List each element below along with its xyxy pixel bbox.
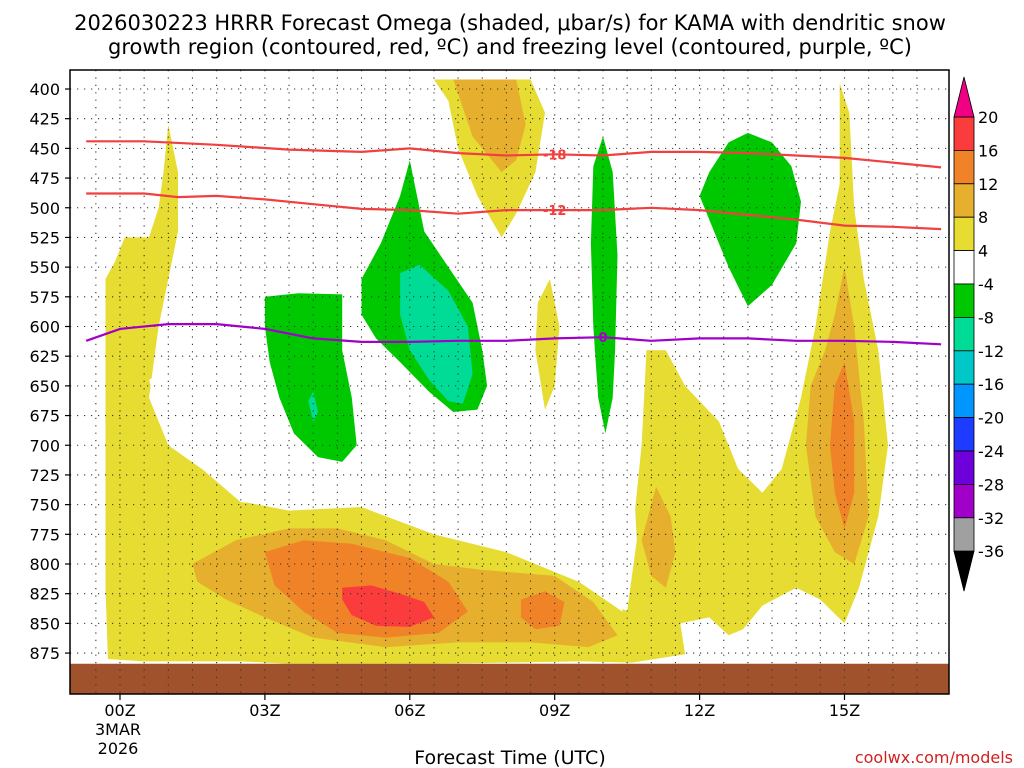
colorbar-label-6: -8: [978, 308, 994, 327]
colorbar-label-8: -16: [978, 375, 1004, 394]
x-tick-label-03Z: 03Z: [249, 701, 280, 720]
colorbar-label-0: 20: [978, 108, 998, 127]
dendritic-growth-bottom-label: -12: [543, 204, 567, 219]
dendritic-growth-top-label: -18: [543, 148, 567, 163]
colorbar-label-10: -24: [978, 442, 1004, 461]
colorbar-bin-12: [953, 517, 975, 552]
omega-region-16: [400, 264, 473, 404]
colorbar-label-11: -28: [978, 475, 1004, 494]
x-tick-label-06Z: 06Z: [394, 701, 425, 720]
freezing-level-label: 0: [598, 331, 607, 346]
y-tick-label-725: 725: [29, 466, 60, 485]
x-tick-label-09Z: 09Z: [539, 701, 570, 720]
y-axis: 400 425 450 475 500 525 550 575 600 625 650 675 700 7…: [29, 80, 70, 663]
y-tick-label-800: 800: [29, 555, 60, 574]
x-tick-label-12Z: 12Z: [684, 701, 715, 720]
colorbar-label-3: 8: [978, 208, 988, 227]
y-tick-label-850: 850: [29, 614, 60, 633]
colorbar-bin-7: [953, 350, 975, 385]
y-tick-label-575: 575: [29, 288, 60, 307]
colorbar-label-5: -4: [978, 275, 994, 294]
colorbar-bin-0: [953, 116, 975, 151]
colorbar-bin-4: [953, 250, 975, 285]
colorbar-bin-3: [953, 216, 975, 251]
y-tick-label-450: 450: [29, 139, 60, 158]
y-tick-label-625: 625: [29, 347, 60, 366]
x-axis-label: Forecast Time (UTC): [414, 747, 605, 768]
y-tick-label-600: 600: [29, 318, 60, 337]
y-tick-label-525: 525: [29, 228, 60, 247]
y-tick-label-500: 500: [29, 199, 60, 218]
colorbar-label-7: -12: [978, 342, 1004, 361]
colorbar-label-12: -32: [978, 509, 1004, 528]
omega-region-15: [699, 132, 801, 307]
colorbar-bin-1: [953, 149, 975, 185]
omega-region-6: [641, 486, 676, 588]
chart-title-line2: growth region (contoured, red, ºC) and f…: [108, 35, 912, 59]
colorbar-bin-11: [953, 483, 975, 519]
colorbar: 20 16 12 8 4 -4 -8 -12 -16 -20 -24 -28 -32 -36: [953, 76, 1004, 592]
colorbar-top-arrow: [953, 76, 975, 118]
y-tick-label-875: 875: [29, 644, 60, 663]
y-tick-label-400: 400: [29, 80, 60, 99]
colorbar-bin-10: [953, 450, 975, 485]
omega-region-0: [105, 83, 888, 664]
colorbar-label-9: -20: [978, 409, 1004, 428]
chart-title-line1: 2026030223 HRRR Forecast Omega (shaded, …: [74, 11, 946, 35]
omega-region-17: [308, 391, 318, 422]
plot-area: -18 -12 0: [69, 69, 950, 695]
y-tick-label-650: 650: [29, 377, 60, 396]
grid-lines: [70, 70, 949, 694]
x-tick-year: 2026: [98, 739, 139, 758]
omega-region-4: [453, 79, 526, 173]
y-tick-label-825: 825: [29, 585, 60, 604]
y-tick-label-750: 750: [29, 496, 60, 515]
terrain-fill: [70, 663, 949, 694]
colorbar-bin-6: [953, 316, 975, 352]
colorbar-label-1: 16: [978, 141, 998, 160]
dendritic-growth-bottom-line: [86, 192, 942, 231]
colorbar-bin-8: [953, 383, 975, 419]
contour-lines: -18 -12 0: [85, 140, 942, 346]
colorbar-bottom-arrow: [953, 550, 975, 592]
x-tick-label-00Z: 00Z: [104, 701, 135, 720]
omega-region-11: [342, 585, 434, 627]
y-tick-label-475: 475: [29, 169, 60, 188]
colorbar-label-13: -36: [978, 542, 1004, 561]
terrain-bar: [70, 663, 949, 694]
colorbar-bin-9: [953, 417, 975, 452]
dendritic-growth-top-line: [86, 140, 942, 169]
y-tick-label-675: 675: [29, 407, 60, 426]
x-tick-date: 3MAR: [95, 720, 141, 739]
credit-text: coolwx.com/models: [855, 748, 1013, 767]
omega-region-9: [520, 591, 565, 630]
colorbar-bin-5: [953, 283, 975, 318]
omega-region-2: [535, 279, 560, 410]
colorbar-label-4: 4: [978, 242, 988, 261]
omega-region-10: [830, 362, 855, 529]
x-tick-label-15Z: 15Z: [829, 701, 860, 720]
colorbar-bin-2: [953, 183, 975, 218]
plot-frame: [69, 69, 950, 695]
omega-region-12: [264, 293, 357, 462]
colorbar-label-2: 12: [978, 175, 998, 194]
y-tick-label-550: 550: [29, 258, 60, 277]
y-tick-label-425: 425: [29, 110, 60, 129]
y-tick-label-775: 775: [29, 525, 60, 544]
freezing-level-line: [85, 323, 942, 346]
y-tick-label-700: 700: [29, 436, 60, 455]
